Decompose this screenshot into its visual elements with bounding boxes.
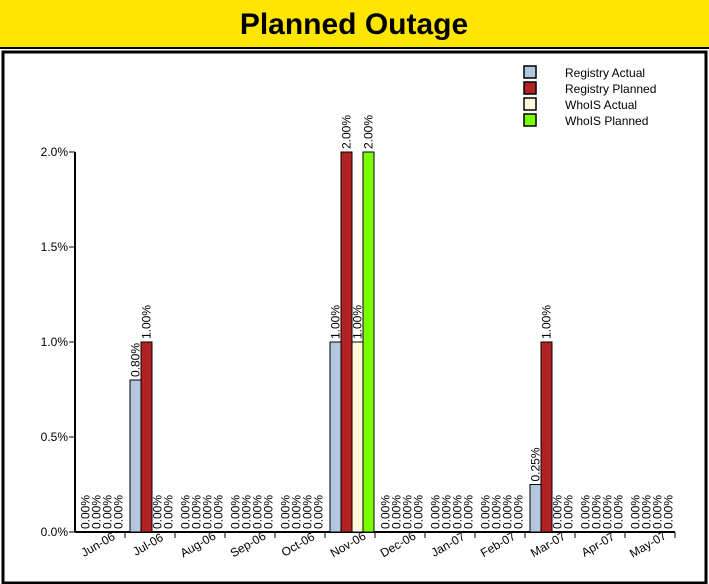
data-label: 0.00%: [79, 495, 93, 529]
data-label: 0.00%: [640, 495, 654, 529]
legend-label: WhoIS Actual: [565, 98, 637, 112]
x-tick-label: Dec-06: [378, 529, 419, 561]
data-label: 0.00%: [651, 495, 665, 529]
data-label: 1.00%: [329, 305, 343, 339]
data-label: 0.00%: [429, 495, 443, 529]
data-label: 0.00%: [512, 495, 526, 529]
data-label: 0.00%: [629, 495, 643, 529]
data-label: 0.00%: [301, 495, 315, 529]
data-label: 0.80%: [129, 343, 143, 377]
data-label: 0.00%: [440, 495, 454, 529]
data-label: 0.00%: [562, 495, 576, 529]
data-label: 0.00%: [112, 495, 126, 529]
data-label: 0.00%: [240, 495, 254, 529]
x-tick-label: Apr-07: [579, 529, 617, 559]
data-label: 0.00%: [579, 495, 593, 529]
x-tick-label: Jul-06: [130, 530, 166, 559]
data-label: 0.00%: [490, 495, 504, 529]
data-label: 0.00%: [590, 495, 604, 529]
legend-label: WhoIS Planned: [565, 114, 648, 128]
data-label: 0.00%: [451, 495, 465, 529]
legend-label: Registry Planned: [565, 82, 656, 96]
x-tick-label: Nov-06: [328, 529, 369, 561]
legend-swatch: [523, 81, 537, 95]
data-label: 0.00%: [662, 495, 676, 529]
data-label: 2.00%: [340, 115, 354, 149]
data-label: 0.00%: [179, 495, 193, 529]
legend-swatch: [523, 97, 537, 111]
data-label: 0.00%: [279, 495, 293, 529]
data-label: 1.00%: [351, 305, 365, 339]
data-label: 0.00%: [151, 495, 165, 529]
bar: [340, 151, 353, 533]
data-label: 0.00%: [612, 495, 626, 529]
data-label: 0.00%: [390, 495, 404, 529]
x-tick-label: Oct-06: [279, 529, 317, 559]
bar: [529, 484, 542, 533]
data-label: 0.00%: [551, 495, 565, 529]
data-label: 0.00%: [379, 495, 393, 529]
data-label: 0.00%: [101, 495, 115, 529]
data-label: 0.00%: [462, 495, 476, 529]
data-label: 0.00%: [312, 495, 326, 529]
bar: [129, 379, 142, 533]
data-label: 0.00%: [201, 495, 215, 529]
x-tick-label: May-07: [627, 528, 669, 560]
legend-label: Registry Actual: [565, 66, 645, 80]
x-tick-label: Sep-06: [228, 529, 269, 561]
data-label: 0.00%: [229, 495, 243, 529]
title-bar: [0, 0, 709, 48]
bar: [351, 341, 364, 533]
y-tick-label: 2.0%: [41, 145, 69, 159]
data-label: 0.00%: [412, 495, 426, 529]
y-tick-label: 1.0%: [41, 335, 69, 349]
chart-title: Planned Outage: [240, 8, 468, 41]
data-label: 0.00%: [401, 495, 415, 529]
y-tick-label: 0.0%: [41, 525, 69, 539]
data-label: 0.25%: [529, 447, 543, 481]
data-label: 0.00%: [262, 495, 276, 529]
data-label: 0.00%: [90, 495, 104, 529]
data-label: 0.00%: [190, 495, 204, 529]
bar: [329, 341, 342, 533]
bar: [362, 151, 375, 533]
data-label: 1.00%: [540, 305, 554, 339]
y-tick-label: 1.5%: [41, 240, 69, 254]
data-label: 0.00%: [251, 495, 265, 529]
x-tick-label: Aug-06: [178, 529, 219, 561]
y-tick-label: 0.5%: [41, 430, 69, 444]
data-label: 0.00%: [162, 495, 176, 529]
data-label: 2.00%: [362, 115, 376, 149]
bar: [540, 341, 553, 533]
x-tick-label: Jun-06: [79, 529, 118, 560]
legend-swatch: [523, 113, 537, 127]
data-label: 0.00%: [501, 495, 515, 529]
frame: [1, 50, 708, 584]
data-label: 0.00%: [479, 495, 493, 529]
data-label: 0.00%: [290, 495, 304, 529]
data-label: 0.00%: [212, 495, 226, 529]
x-tick-label: Feb-07: [478, 529, 518, 560]
x-tick-label: Mar-07: [528, 529, 568, 560]
bar: [140, 341, 153, 533]
x-tick-label: Jan-07: [429, 529, 468, 560]
data-label: 0.00%: [601, 495, 615, 529]
legend-swatch: [523, 65, 537, 79]
data-label: 1.00%: [140, 305, 154, 339]
